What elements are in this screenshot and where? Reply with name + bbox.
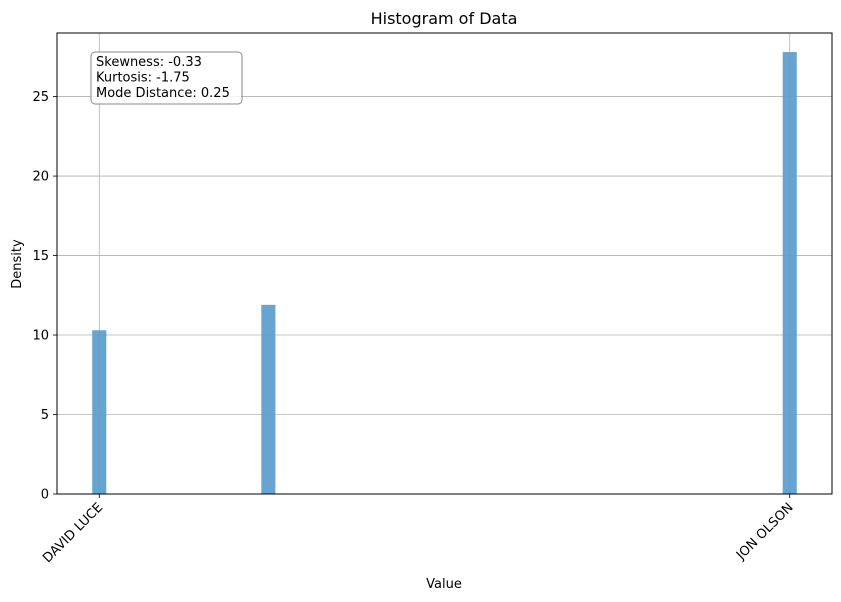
plot-frame <box>56 32 833 495</box>
axes <box>56 32 833 495</box>
x-axis-label: Value <box>426 577 462 592</box>
y-tick-label-1: 5 <box>41 408 49 423</box>
bars <box>92 52 797 494</box>
histogram-bar-0 <box>92 330 107 494</box>
y-tick-label-4: 20 <box>32 170 49 185</box>
x-tick-label-0: DAVID LUCE <box>40 500 106 566</box>
histogram-bar-2 <box>782 52 797 494</box>
y-tick-label-5: 25 <box>32 90 49 105</box>
annotation-line-1: Kurtosis: -1.75 <box>96 71 190 86</box>
annotation-line-0: Skewness: -0.33 <box>96 55 202 70</box>
annotation-box <box>90 51 243 105</box>
annotation-line-2: Mode Distance: 0.25 <box>96 86 230 101</box>
y-tick-label-2: 10 <box>32 329 49 344</box>
y-tick-label-3: 15 <box>32 249 49 264</box>
histogram-bar-1 <box>261 304 276 494</box>
chart-title: Histogram of Data <box>371 9 518 28</box>
y-axis-label: Density <box>10 239 25 289</box>
x-tick-label-1: JON OLSON <box>733 500 796 563</box>
y-tick-label-0: 0 <box>41 488 49 503</box>
x-ticks: DAVID LUCE JON OLSON <box>40 494 797 566</box>
y-ticks: 0 5 10 15 20 25 <box>32 90 57 503</box>
